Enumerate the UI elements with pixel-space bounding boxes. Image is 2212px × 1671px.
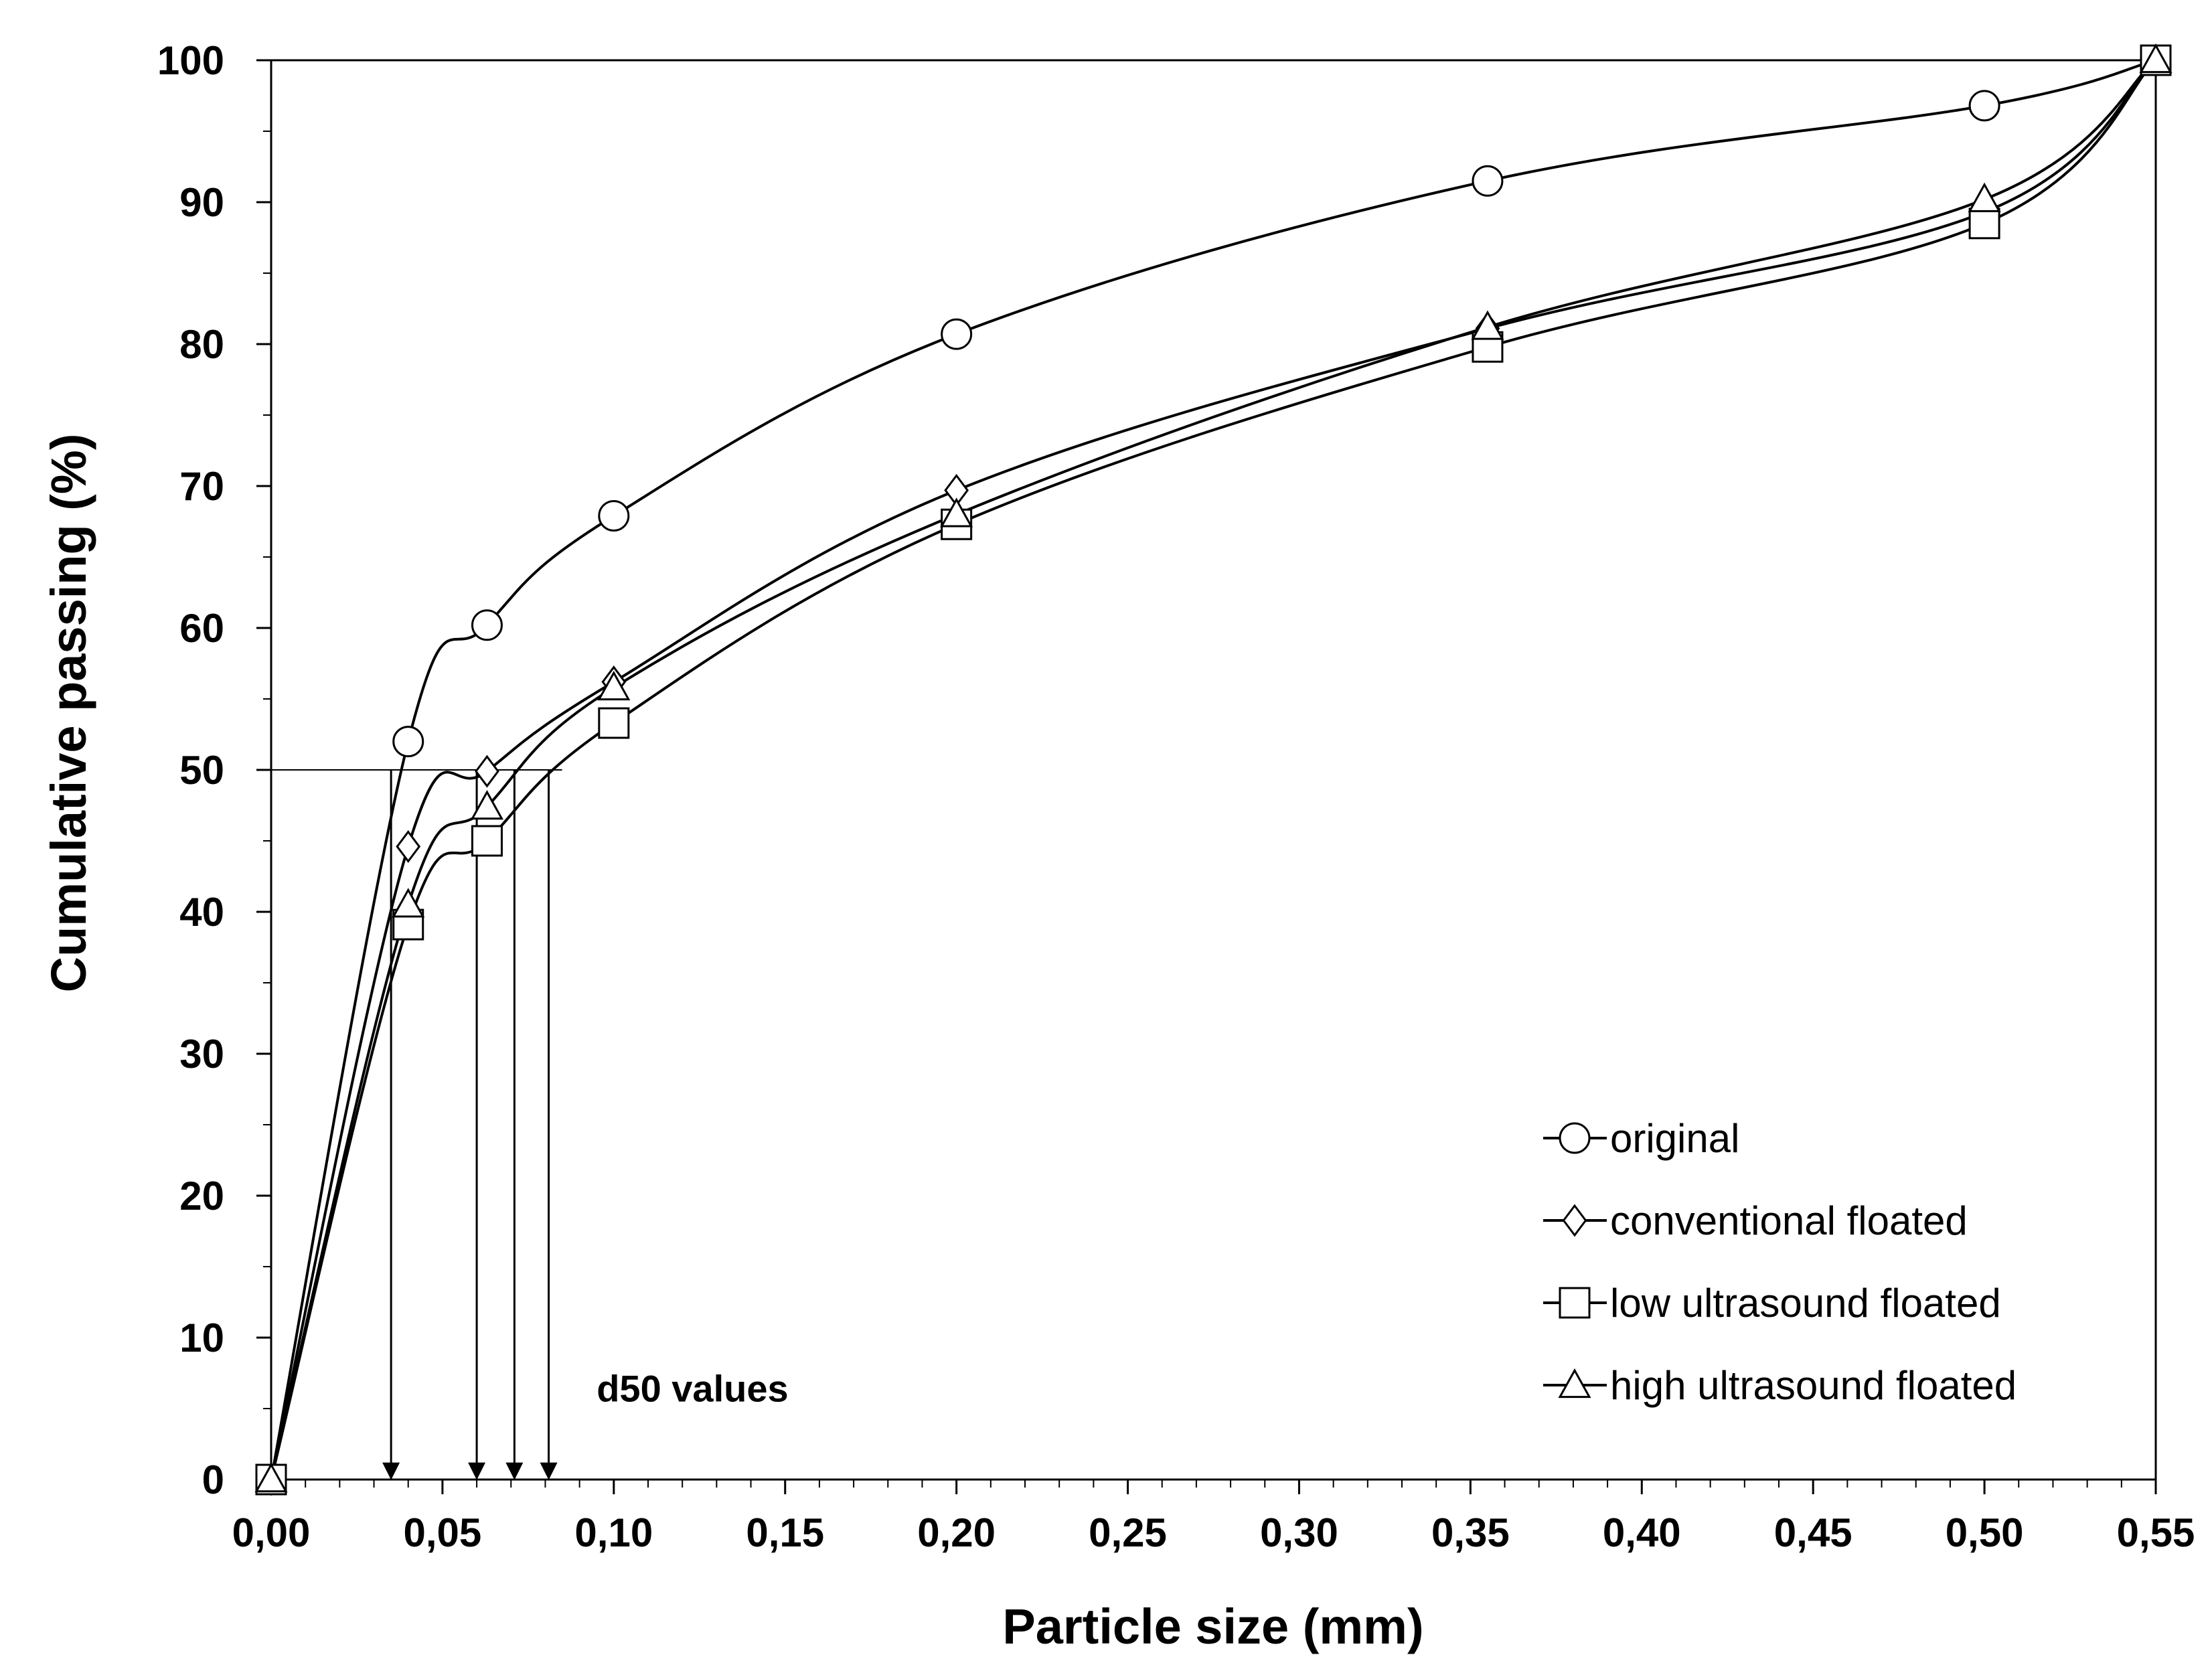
y-tick-label: 40: [179, 890, 224, 935]
point-triangle: [1471, 310, 1504, 340]
legend-marker-circle: [1559, 1122, 1591, 1154]
d50-reference: [271, 769, 562, 1480]
legend-label: high ultrasound floated: [1610, 1363, 2017, 1408]
point-triangle: [940, 497, 973, 528]
x-tick-label: 0,45: [1774, 1510, 1852, 1555]
series-line-square: [270, 59, 2157, 1480]
series-lines: [270, 59, 2157, 1480]
point-circle: [941, 318, 973, 350]
legend-label: conventional floated: [1610, 1198, 1968, 1243]
x-tick-label: 0,25: [1089, 1510, 1167, 1555]
y-tick-label: 30: [179, 1032, 224, 1077]
series-line-circle: [270, 59, 2156, 1480]
legend-label: low ultrasound floated: [1610, 1281, 2001, 1326]
point-square: [598, 707, 630, 739]
point-triangle: [254, 1462, 288, 1493]
legend-label: original: [1610, 1116, 1739, 1161]
x-tick-label: 0,30: [1260, 1510, 1338, 1555]
x-tick-label: 0,20: [917, 1510, 996, 1555]
series-markers: [254, 43, 2172, 1496]
point-square: [1968, 208, 2000, 240]
y-tick-label: 60: [179, 606, 224, 651]
legend-marker-triangle: [1558, 1368, 1591, 1399]
y-tick-label: 10: [179, 1316, 224, 1360]
y-tick-label: 80: [179, 322, 224, 367]
point-square: [471, 825, 503, 857]
point-circle: [1472, 165, 1504, 197]
point-diamond: [475, 754, 499, 788]
annotation-text: d50 values: [597, 1367, 788, 1409]
point-circle: [1968, 90, 2000, 122]
y-tick-label: 0: [202, 1457, 224, 1502]
y-tick-label: 90: [179, 180, 224, 225]
x-tick-label: 0,00: [232, 1510, 311, 1555]
x-tick-label: 0,15: [746, 1510, 824, 1555]
point-circle: [598, 500, 630, 532]
legend-marker-square: [1559, 1287, 1591, 1319]
x-tick-label: 0,40: [1603, 1510, 1681, 1555]
point-diamond: [396, 829, 421, 863]
y-tick-label: 50: [179, 748, 224, 793]
series-line-diamond: [270, 59, 2157, 1480]
y-tick-label: 70: [179, 464, 224, 509]
x-tick-label: 0,35: [1431, 1510, 1510, 1555]
x-tick-label: 0,50: [1946, 1510, 2024, 1555]
y-tick-label: 20: [179, 1174, 224, 1218]
axis-ticks: 0,00 0,05 0,10 0,15 0,20 0,25 0,30 0,35 0,40 0,45…: [157, 38, 2195, 1555]
legend: original conventional floated low ultrasou…: [1543, 1116, 2017, 1408]
point-circle: [392, 726, 424, 758]
y-axis-title: Cumulative passing (%): [41, 434, 96, 993]
point-triangle: [470, 790, 503, 820]
point-triangle: [2139, 43, 2172, 74]
y-tick-label: 100: [157, 38, 224, 83]
annotations: d50 values: [597, 1367, 788, 1409]
x-axis-title: Particle size (mm): [1002, 1599, 1423, 1654]
x-tick-label: 0,10: [574, 1510, 653, 1555]
x-tick-label: 0,05: [404, 1510, 482, 1555]
point-triangle: [597, 670, 631, 701]
x-tick-label: 0,55: [2117, 1510, 2195, 1555]
point-triangle: [392, 888, 425, 918]
legend-marker-diamond: [1562, 1204, 1587, 1237]
point-triangle: [1968, 182, 2001, 212]
point-circle: [471, 609, 503, 641]
